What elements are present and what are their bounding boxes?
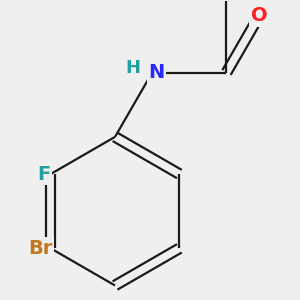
Text: N: N	[148, 63, 165, 82]
Text: H: H	[125, 59, 140, 77]
Text: F: F	[37, 164, 50, 184]
Text: Br: Br	[28, 239, 52, 258]
Text: O: O	[251, 6, 268, 25]
